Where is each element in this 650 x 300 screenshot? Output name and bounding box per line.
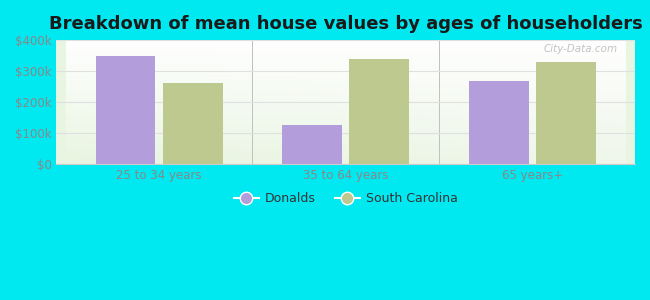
Bar bbox=[163, 83, 222, 164]
Bar bbox=[96, 56, 155, 164]
Bar bbox=[536, 62, 596, 164]
Bar bbox=[469, 81, 528, 164]
Bar bbox=[282, 124, 342, 164]
Bar bbox=[350, 59, 410, 164]
Legend: Donalds, South Carolina: Donalds, South Carolina bbox=[229, 187, 463, 210]
Title: Breakdown of mean house values by ages of householders: Breakdown of mean house values by ages o… bbox=[49, 15, 643, 33]
Text: City-Data.com: City-Data.com bbox=[543, 44, 618, 54]
